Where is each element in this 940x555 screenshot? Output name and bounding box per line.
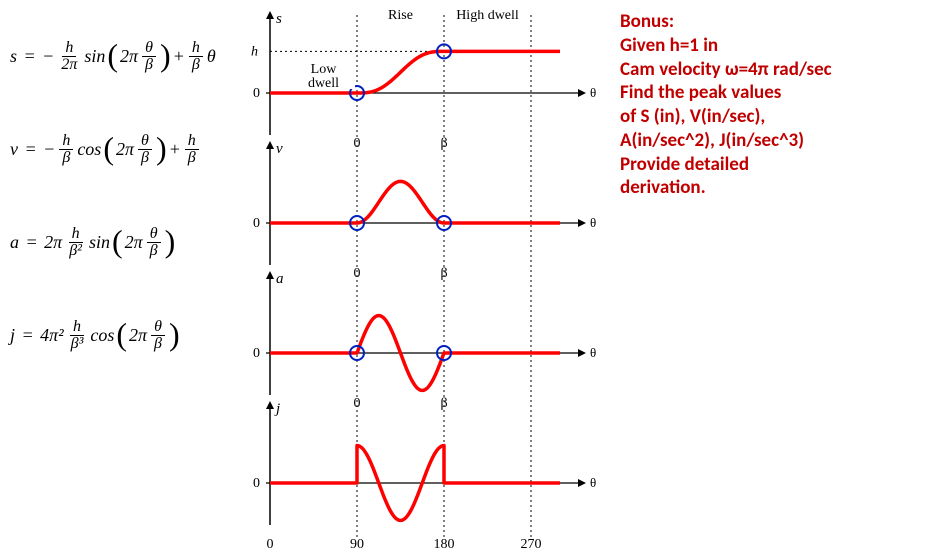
- equation-s: s = − h2π sin ( 2π θβ ) + hβ θ: [10, 40, 240, 73]
- svg-text:Low: Low: [311, 62, 338, 77]
- charts-column: sθ (°)h0RiseHigh dwellLow dwelldwellvθ (…: [240, 10, 600, 550]
- svg-text:0: 0: [253, 86, 260, 101]
- svg-text:β: β: [440, 266, 447, 281]
- svg-text:s: s: [276, 11, 282, 27]
- svg-text:j: j: [274, 401, 280, 417]
- svg-text:270: 270: [521, 537, 542, 550]
- bonus-line: derivation.: [620, 176, 920, 200]
- svg-text:High dwell: High dwell: [456, 10, 519, 23]
- svg-text:90: 90: [350, 537, 364, 550]
- svg-text:θ (°): θ (°): [590, 475, 600, 490]
- svaj-chart-svg: sθ (°)h0RiseHigh dwellLow dwelldwellvθ (…: [240, 10, 600, 550]
- bonus-line: Bonus:: [620, 10, 920, 34]
- equation-a: a = 2π hβ² sin ( 2π θβ ): [10, 226, 240, 259]
- svg-text:0: 0: [253, 216, 260, 231]
- equation-v: v = − hβ cos ( 2π θβ ) + hβ: [10, 133, 240, 166]
- svg-text:0: 0: [253, 346, 260, 361]
- bonus-text-block: Bonus: Given h=1 in Cam velocity ω=4π ra…: [600, 10, 920, 200]
- equations-column: s = − h2π sin ( 2π θβ ) + hβ θ v = − hβ …: [10, 10, 240, 352]
- svg-text:0: 0: [354, 136, 361, 151]
- bonus-line: Find the peak values: [620, 81, 920, 105]
- svg-text:a: a: [276, 271, 284, 287]
- svg-text:θ (°): θ (°): [590, 345, 600, 360]
- bonus-line: of S (in), V(in/sec),: [620, 105, 920, 129]
- svg-text:dwell: dwell: [308, 76, 339, 91]
- svg-text:0: 0: [354, 266, 361, 281]
- svg-text:0: 0: [354, 396, 361, 411]
- svg-text:0: 0: [253, 476, 260, 491]
- svg-text:β: β: [440, 136, 447, 151]
- svg-text:180: 180: [434, 537, 455, 550]
- svg-text:h: h: [251, 44, 258, 59]
- svg-text:β: β: [440, 396, 447, 411]
- svg-text:v: v: [276, 141, 283, 157]
- svg-text:θ (°): θ (°): [590, 85, 600, 100]
- bonus-line: A(in/sec^2), J(in/sec^3): [620, 129, 920, 153]
- bonus-line: Given h=1 in: [620, 34, 920, 58]
- equation-j: j = 4π² hβ³ cos ( 2π θβ ): [10, 319, 240, 352]
- svg-text:Rise: Rise: [388, 10, 413, 23]
- bonus-line: Provide detailed: [620, 153, 920, 177]
- svg-text:θ (°): θ (°): [590, 215, 600, 230]
- svg-text:0: 0: [267, 537, 274, 550]
- bonus-line: Cam velocity ω=4π rad/sec: [620, 58, 920, 82]
